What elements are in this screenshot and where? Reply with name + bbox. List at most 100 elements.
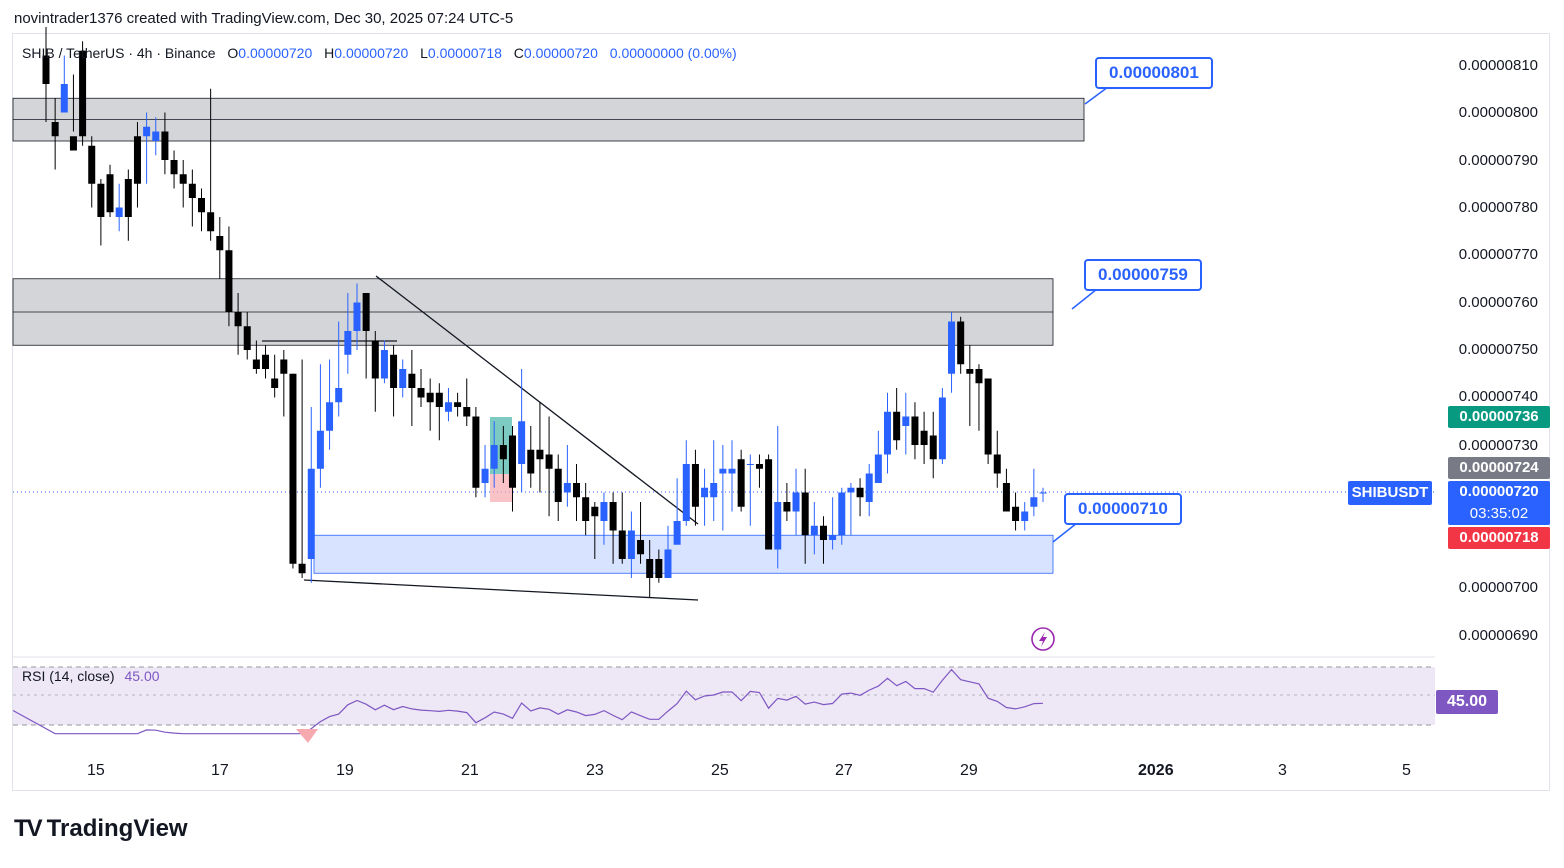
candle-down[interactable] <box>51 122 59 137</box>
candle-down[interactable] <box>975 369 983 384</box>
candle-down[interactable] <box>893 411 901 441</box>
candle-up[interactable] <box>344 331 352 355</box>
candle-down[interactable] <box>124 179 132 217</box>
candle-up[interactable] <box>938 397 946 460</box>
candle-up[interactable] <box>728 468 736 474</box>
candle-down[interactable] <box>417 388 425 398</box>
support-trend-line[interactable] <box>303 579 699 601</box>
candle-down[interactable] <box>545 454 553 469</box>
callout-710[interactable]: 0.00000710 <box>1064 493 1182 525</box>
candle-down[interactable] <box>106 174 114 213</box>
candle-down[interactable] <box>280 359 288 374</box>
candle-down[interactable] <box>243 326 251 350</box>
candle-up[interactable] <box>884 411 892 455</box>
candle-down[interactable] <box>582 497 590 521</box>
candle-down[interactable] <box>966 369 974 374</box>
lightning-icon[interactable] <box>1031 627 1055 651</box>
candle-down[interactable] <box>801 492 809 536</box>
candle-down[interactable] <box>646 559 654 578</box>
candle-down[interactable] <box>298 563 306 574</box>
candle-down[interactable] <box>591 506 599 517</box>
candle-down[interactable] <box>655 559 663 578</box>
candle-down[interactable] <box>783 502 791 512</box>
candle-up[interactable] <box>481 468 489 483</box>
candle-down[interactable] <box>133 136 141 184</box>
downtrend-line[interactable] <box>375 275 699 525</box>
candle-down[interactable] <box>463 407 471 417</box>
candle-down[interactable] <box>472 416 480 488</box>
candle-down[interactable] <box>262 354 270 369</box>
candle-down[interactable] <box>362 293 370 331</box>
candle-up[interactable] <box>627 530 635 560</box>
symbol-title[interactable]: SHIB / TetherUS · 4h · Binance <box>22 45 216 61</box>
candle-down[interactable] <box>271 378 279 389</box>
candle-up[interactable] <box>810 525 818 536</box>
callout-801[interactable]: 0.00000801 <box>1095 57 1213 89</box>
candle-down[interactable] <box>765 459 773 550</box>
candle-up[interactable] <box>380 350 388 379</box>
demand-zone[interactable] <box>313 534 1054 574</box>
candle-up[interactable] <box>444 402 452 412</box>
candle-down[interactable] <box>984 378 992 455</box>
candle-down[interactable] <box>252 359 260 370</box>
candle-up[interactable] <box>719 468 727 474</box>
candle-up[interactable] <box>1039 492 1047 494</box>
candle-down[interactable] <box>88 145 96 184</box>
candle-down[interactable] <box>527 449 535 474</box>
rsi-legend[interactable]: RSI (14, close) 45.00 <box>22 668 160 684</box>
candle-down[interactable] <box>957 321 965 365</box>
tradingview-logo[interactable]: TV TradingView <box>14 815 188 842</box>
candle-down[interactable] <box>435 392 443 407</box>
candle-down[interactable] <box>536 449 544 460</box>
candle-down[interactable] <box>856 487 864 498</box>
candle-up[interactable] <box>143 126 151 137</box>
candle-down[interactable] <box>993 454 1001 474</box>
candle-down[interactable] <box>920 430 928 445</box>
candle-up[interactable] <box>838 492 846 536</box>
candle-up[interactable] <box>518 421 526 464</box>
candle-up[interactable] <box>792 492 800 512</box>
candle-up[interactable] <box>902 416 910 427</box>
candle-down[interactable] <box>188 183 196 198</box>
candle-down[interactable] <box>637 540 645 555</box>
candle-down[interactable] <box>390 354 398 388</box>
candle-up[interactable] <box>746 464 754 465</box>
candle-up[interactable] <box>326 402 334 431</box>
candle-down[interactable] <box>609 502 617 531</box>
candle-up[interactable] <box>948 321 956 374</box>
symbol-tag[interactable]: SHIBUSDT <box>1348 481 1432 505</box>
candle-up[interactable] <box>335 388 343 403</box>
candle-down[interactable] <box>207 212 215 232</box>
candle-up[interactable] <box>1021 511 1029 522</box>
candle-up[interactable] <box>847 487 855 493</box>
candle-down[interactable] <box>929 435 937 460</box>
candle-down[interactable] <box>79 50 87 137</box>
candle-up[interactable] <box>490 445 498 469</box>
candle-down[interactable] <box>691 464 699 507</box>
candle-down[interactable] <box>42 55 50 85</box>
candle-down[interactable] <box>554 468 562 502</box>
candle-up[interactable] <box>399 369 407 388</box>
candle-down[interactable] <box>499 445 507 460</box>
callout-759[interactable]: 0.00000759 <box>1084 259 1202 291</box>
candle-down[interactable] <box>69 136 77 151</box>
candle-up[interactable] <box>60 84 68 113</box>
candle-up[interactable] <box>316 430 324 469</box>
candle-down[interactable] <box>618 530 626 560</box>
position-loss-area[interactable] <box>490 474 512 502</box>
candle-up[interactable] <box>1030 497 1038 507</box>
candle-up[interactable] <box>152 131 160 142</box>
candle-down[interactable] <box>819 525 827 540</box>
candle-down[interactable] <box>755 464 763 469</box>
candle-down[interactable] <box>197 198 205 213</box>
candle-up[interactable] <box>774 502 782 550</box>
candle-down[interactable] <box>97 183 105 217</box>
candle-down[interactable] <box>234 312 242 327</box>
candle-down[interactable] <box>408 373 416 388</box>
candle-up[interactable] <box>664 549 672 579</box>
candle-down[interactable] <box>911 416 919 446</box>
candle-up[interactable] <box>600 502 608 521</box>
candle-down[interactable] <box>454 402 462 407</box>
candle-up[interactable] <box>563 483 571 493</box>
